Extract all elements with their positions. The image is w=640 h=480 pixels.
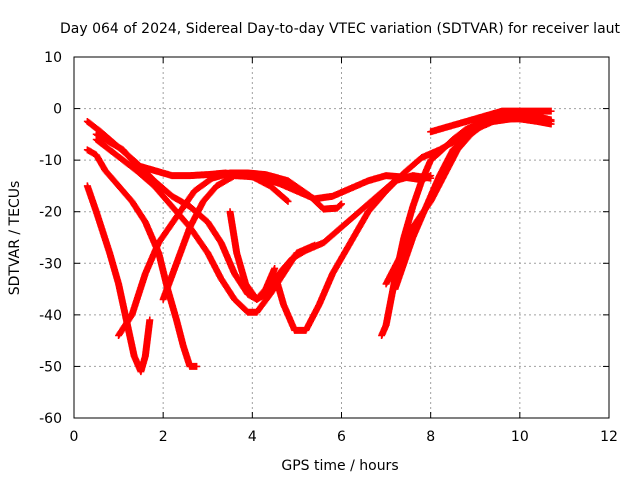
data-point-markers <box>83 146 201 370</box>
y-tick-label: -20 <box>39 205 62 221</box>
x-tick-label: 6 <box>337 429 346 445</box>
series-pass-m <box>427 107 555 136</box>
series-pass-g <box>159 172 292 303</box>
x-tick-label: 8 <box>426 429 435 445</box>
y-axis-label: SDTVAR / TECUs <box>7 181 23 296</box>
series-pass-a <box>83 182 154 376</box>
x-axis-label: GPS time / hours <box>281 458 398 474</box>
y-tick-label: -40 <box>39 308 62 324</box>
x-tick-label: 0 <box>70 429 79 445</box>
series-pass-h <box>226 208 279 303</box>
x-tick-label: 2 <box>159 429 168 445</box>
x-tick-labels: 0 2 4 6 8 10 12 <box>70 429 618 445</box>
data-point-markers <box>226 208 279 303</box>
y-tick-label: -30 <box>39 256 62 272</box>
data-marks <box>83 107 555 376</box>
axis-ticks <box>73 56 610 419</box>
series-pass-b <box>83 146 201 370</box>
y-tick-label: 0 <box>53 102 62 118</box>
data-point-markers <box>427 107 555 136</box>
y-tick-labels: 10 0 -10 -20 -30 -40 -50 -60 <box>39 50 62 427</box>
data-point-markers <box>159 172 292 303</box>
x-tick-label: 10 <box>511 429 529 445</box>
data-point-markers <box>391 111 555 293</box>
y-tick-label: -60 <box>39 411 62 427</box>
x-tick-label: 4 <box>248 429 257 445</box>
y-tick-label: -50 <box>39 359 62 375</box>
data-point-markers <box>83 182 154 376</box>
x-tick-label: 12 <box>600 429 618 445</box>
y-tick-label: -10 <box>39 153 62 169</box>
y-tick-label: 10 <box>44 50 62 66</box>
chart-title: Day 064 of 2024, Sidereal Day-to-day VTE… <box>60 21 621 37</box>
series-pass-l <box>391 111 555 293</box>
